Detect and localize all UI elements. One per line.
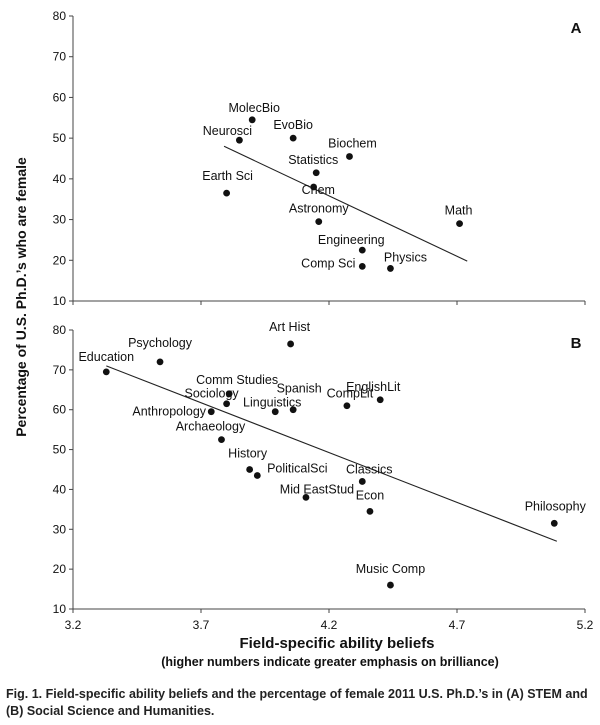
data-point	[346, 153, 353, 160]
data-label: Comm Studies	[196, 373, 278, 387]
data-point	[550, 519, 558, 527]
y-tick-label: 80	[53, 9, 67, 23]
y-tick-label: 60	[53, 403, 67, 417]
data-label: Neurosci	[203, 124, 252, 138]
data-point	[248, 116, 256, 124]
y-tick-label: 70	[53, 50, 67, 64]
data-point	[218, 436, 225, 444]
x-axis-sublabel: (higher numbers indicate greater emphasi…	[161, 655, 499, 669]
data-label: History	[228, 447, 268, 461]
y-tick-label: 40	[53, 482, 67, 496]
figure-caption: Fig. 1. Field-specific ability beliefs a…	[6, 687, 588, 718]
y-tick-label: 10	[53, 602, 67, 616]
data-label: Biochem	[328, 136, 377, 150]
data-label: MolecBio	[228, 101, 279, 115]
data-point	[223, 400, 231, 408]
x-tick-label: 3.2	[65, 618, 82, 632]
data-point	[376, 396, 384, 404]
panel-b: 10 20 30 40 50 60 70 80 3.2 3.7 4.2 4.7 5.2 B Art Hist…	[53, 320, 594, 632]
y-tick-label: 20	[53, 253, 67, 267]
data-point	[358, 246, 366, 254]
data-label: Earth Sci	[202, 169, 253, 183]
y-tick-label: 30	[53, 522, 67, 536]
data-point	[456, 220, 463, 228]
data-point	[271, 408, 279, 416]
data-label: EnglishLit	[346, 380, 401, 394]
x-axis-label: Field-specific ability beliefs	[239, 635, 434, 652]
data-label: Physics	[384, 250, 427, 264]
data-label: Education	[78, 350, 134, 364]
y-axis-label: Percentage of U.S. Ph.D.’s who are femal…	[13, 157, 29, 437]
data-label: Linguistics	[243, 396, 301, 410]
data-label: Math	[445, 204, 473, 218]
data-label: Art Hist	[269, 320, 311, 334]
data-label: Engineering	[318, 233, 385, 247]
data-point	[366, 507, 374, 515]
data-point	[253, 472, 261, 479]
trend-line	[223, 145, 468, 262]
panel-label: B	[571, 335, 582, 352]
y-tick-label: 60	[53, 90, 67, 104]
data-point	[225, 390, 233, 398]
data-label: CompLit	[327, 387, 374, 401]
x-tick-label: 4.2	[321, 618, 338, 632]
data-label: Psychology	[128, 336, 193, 350]
data-label: Archaeology	[176, 420, 246, 434]
y-tick-label: 30	[53, 213, 67, 227]
y-tick-label: 50	[53, 443, 67, 457]
y-tick-label: 20	[53, 562, 67, 576]
data-label: Philosophy	[525, 499, 587, 513]
data-label: Sociology	[184, 387, 239, 401]
data-point	[315, 218, 323, 226]
data-point	[289, 134, 297, 142]
y-tick-label: 80	[53, 323, 67, 337]
x-tick-label: 4.7	[449, 618, 466, 632]
x-tick-label: 3.7	[193, 618, 210, 632]
panel-a: 10 20 30 40 50 60 70 80 A MolecBio EvoBio Neurosci B…	[53, 9, 586, 308]
data-point	[358, 478, 366, 485]
data-point	[102, 368, 110, 376]
data-label: Anthropology	[132, 405, 206, 419]
y-tick-label: 10	[53, 294, 67, 308]
data-point	[156, 358, 164, 366]
data-label: Chem	[302, 183, 335, 197]
data-point	[302, 494, 310, 501]
data-point	[287, 340, 294, 348]
data-point	[289, 406, 297, 414]
data-label: EvoBio	[273, 118, 313, 132]
data-label: PoliticalSci	[267, 461, 327, 475]
data-point	[387, 581, 394, 589]
data-label: Econ	[356, 488, 385, 502]
data-point	[343, 402, 351, 410]
data-point	[246, 466, 254, 473]
trend-line	[106, 365, 558, 542]
data-point	[387, 265, 394, 272]
data-point	[223, 189, 231, 197]
data-point	[236, 136, 243, 144]
data-point	[310, 183, 318, 191]
data-label: Statistics	[288, 153, 338, 167]
data-point	[312, 169, 320, 177]
data-label: Spanish	[277, 382, 322, 396]
data-label: Astronomy	[289, 202, 349, 216]
y-tick-label: 40	[53, 172, 67, 186]
data-label: Comp Sci	[301, 256, 355, 270]
y-tick-label: 50	[53, 131, 67, 145]
panel-label: A	[571, 20, 582, 37]
data-label: Classics	[346, 462, 393, 476]
data-label: Music Comp	[356, 562, 426, 576]
data-label: Mid EastStud	[280, 482, 354, 496]
x-tick-label: 5.2	[577, 618, 594, 632]
y-tick-label: 70	[53, 363, 67, 377]
data-point	[358, 262, 366, 270]
data-point	[207, 408, 215, 416]
